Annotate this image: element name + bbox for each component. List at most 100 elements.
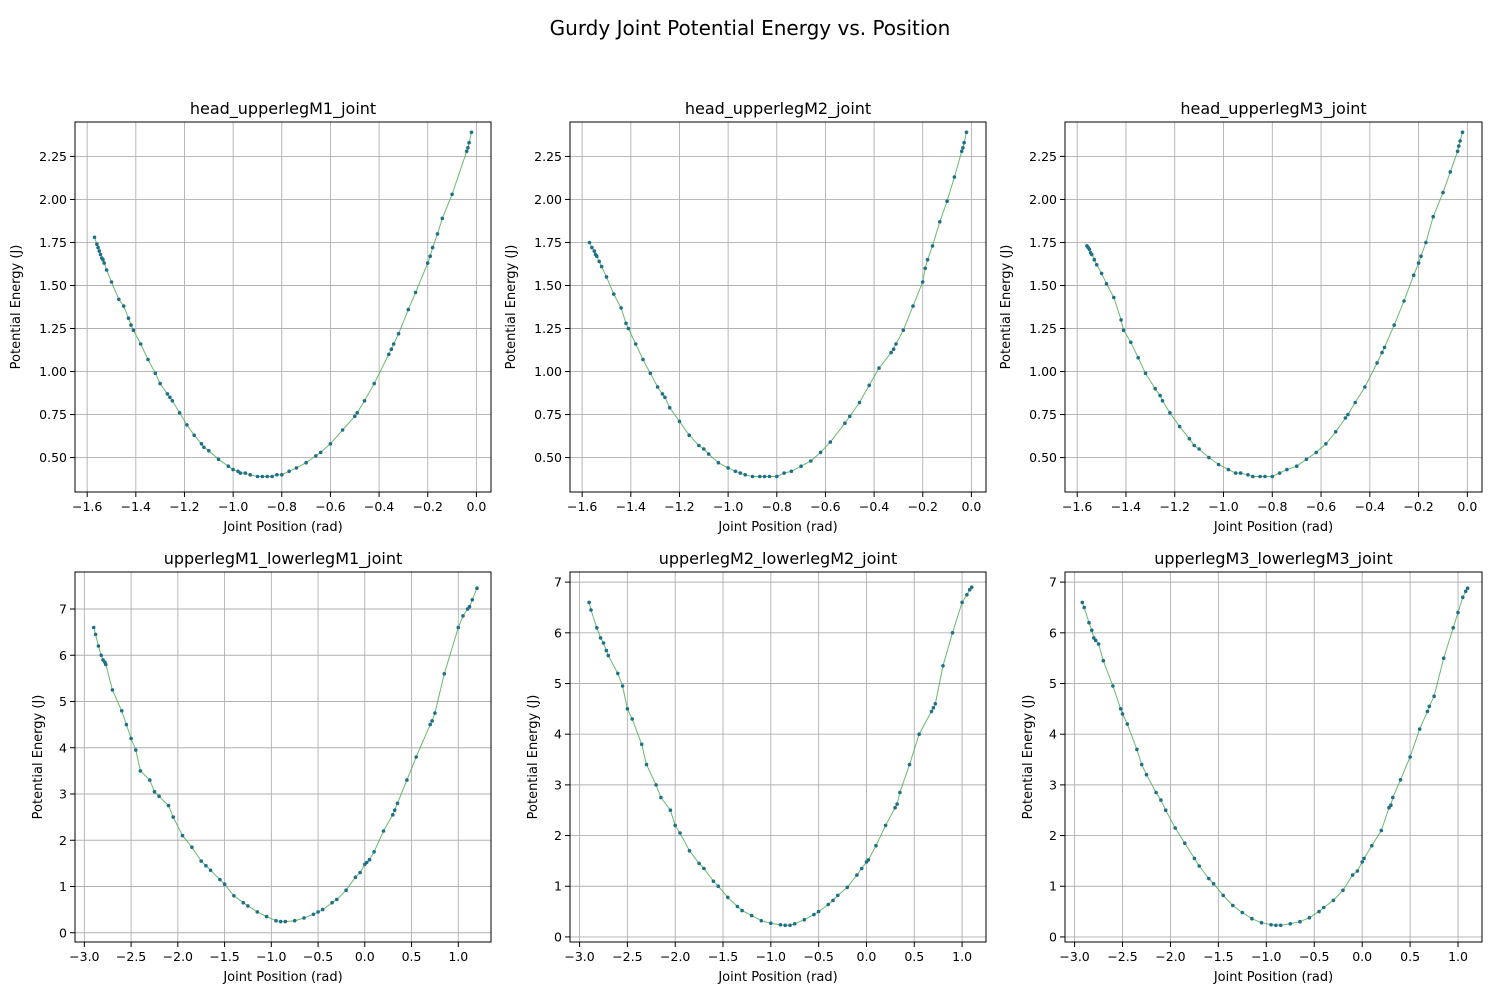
data-point [1233,471,1238,475]
data-point [597,259,601,264]
data-point [387,352,391,357]
axes-frame [1064,121,1483,493]
x-tick-label: −1.2 [1160,499,1190,514]
data-point [716,884,720,888]
data-point [895,802,899,806]
data-point [1192,856,1197,861]
data-point [170,399,175,403]
data-point [818,450,823,455]
data-point [945,199,949,203]
y-tick-label: 7 [1049,575,1057,590]
x-tick-label: −0.6 [1306,499,1336,514]
y-tick-label: 1.25 [1029,321,1057,336]
data-point [216,457,221,462]
y-tick-label: 1.25 [39,321,67,336]
data-point [280,473,284,477]
data-point [275,473,279,477]
data-point [1270,474,1275,479]
data-point [255,474,260,479]
data-point [758,474,762,479]
data-point [192,433,196,438]
data-point [1324,442,1328,446]
data-point [177,411,182,415]
x-axis-label: Joint Position (rad) [222,970,342,985]
y-tick-label: 2.25 [1029,149,1057,164]
data-point [96,245,100,250]
data-point [1448,170,1453,174]
data-point [778,923,783,927]
data-point [697,443,701,448]
data-point [148,778,152,782]
x-tick-label: −0.8 [762,499,792,514]
y-tick-label: 1.75 [39,235,67,250]
x-tick-label: −1.0 [218,499,248,514]
data-point [633,342,638,346]
data-point [1087,620,1091,625]
data-point [706,452,711,456]
data-point [294,466,299,470]
data-point [1119,318,1123,322]
y-tick-label: 0 [554,929,562,944]
data-point [372,381,377,386]
subplot-title: upperlegM2_lowerlegM2_joint [659,549,898,569]
data-point [248,473,252,477]
data-point [1238,471,1243,475]
y-tick-label: 1.75 [1029,235,1057,250]
x-tick-label: 0.5 [402,949,422,964]
x-tick-label: −0.2 [1403,499,1433,514]
data-point [1360,860,1364,864]
data-point [1392,323,1396,327]
data-point [1370,843,1374,848]
data-point [101,257,105,262]
data-point [687,433,691,438]
data-point [207,448,211,453]
data-point [355,411,360,415]
data-point [456,625,461,630]
x-tick-label: −2.5 [116,949,146,964]
data-point [750,474,755,479]
data-point [1408,755,1412,759]
y-tick-label: 3 [554,777,562,792]
y-tick-label: 6 [554,625,562,640]
data-point [783,923,787,928]
data-point [1285,467,1289,472]
data-point [1111,684,1115,688]
x-tick-label: −2.0 [660,949,690,964]
data-point [255,910,260,914]
data-point [1240,910,1245,915]
data-point [1389,803,1393,807]
data-point [396,331,401,336]
data-point [911,304,915,308]
data-point [202,445,206,450]
data-point [883,823,888,828]
data-point [845,885,850,890]
data-point [138,769,143,773]
data-point [1129,340,1133,345]
data-point [639,742,644,747]
data-point [389,347,394,352]
data-point [1375,361,1379,365]
data-point [467,604,472,609]
data-point [648,371,653,376]
x-tick-label: −1.2 [664,499,694,514]
data-point [938,220,942,224]
data-point [1463,589,1468,594]
data-point [1187,436,1192,441]
data-point [1197,447,1201,451]
data-point [1417,727,1422,731]
data-point [152,789,157,794]
x-tick-label: −1.6 [567,499,597,514]
data-point [367,857,372,862]
data-point [1120,712,1125,716]
data-point [1168,411,1172,415]
data-point [1391,795,1395,800]
x-tick-label: 0.0 [1457,499,1477,514]
data-point [1274,923,1278,928]
data-point [353,414,357,419]
data-point [738,471,743,475]
x-tick-label: −1.0 [713,499,743,514]
data-point [592,249,597,253]
data-point [1093,638,1098,643]
data-point [620,684,625,688]
data-point [587,240,592,245]
